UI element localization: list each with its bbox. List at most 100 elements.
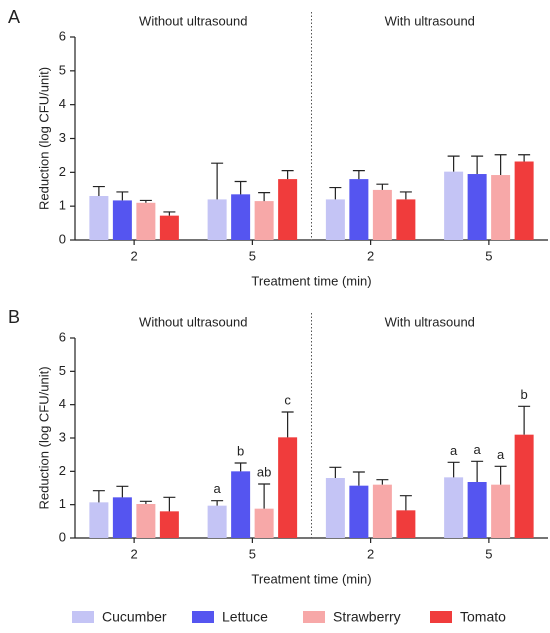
error-bar	[163, 211, 176, 216]
error-bar	[329, 466, 342, 478]
legend-swatch	[303, 611, 325, 623]
error-bar	[92, 185, 105, 197]
legend-label: Cucumber	[102, 609, 167, 625]
error-bar	[471, 155, 484, 175]
legend-label: Tomato	[460, 609, 506, 625]
x-axis-label: Treatment time (min)	[251, 273, 371, 288]
error-bar	[211, 162, 224, 200]
bar	[491, 175, 511, 240]
bar	[207, 199, 227, 240]
y-tick-label: 1	[59, 496, 66, 511]
significance-label: b	[521, 387, 528, 402]
error-bar	[329, 186, 342, 200]
bar	[254, 201, 274, 240]
legend-swatch	[192, 611, 214, 623]
panel-label: A	[8, 7, 20, 27]
bar	[136, 202, 156, 240]
bar	[325, 199, 345, 240]
significance-label: c	[284, 392, 291, 407]
error-bar	[494, 154, 507, 176]
bar	[231, 194, 251, 240]
significance-label: b	[237, 443, 244, 458]
x-axis-label: Treatment time (min)	[251, 571, 371, 586]
error-bar	[92, 490, 105, 503]
y-tick-label: 4	[59, 96, 66, 111]
bar	[396, 510, 416, 538]
y-tick-label: 6	[59, 28, 66, 43]
error-bar	[376, 183, 389, 190]
significance-label: a	[214, 481, 222, 496]
bar	[278, 179, 298, 240]
bar	[159, 511, 179, 538]
y-tick-label: 0	[59, 231, 66, 246]
bar	[444, 477, 464, 538]
significance-label: a	[474, 442, 482, 457]
bar	[325, 478, 345, 538]
error-bar	[139, 500, 152, 504]
bar	[467, 174, 487, 240]
bar	[396, 199, 416, 240]
error-bar	[399, 191, 412, 200]
error-bar	[518, 405, 531, 435]
x-tick-label: 5	[485, 546, 492, 561]
error-bar	[376, 479, 389, 485]
bar	[278, 437, 298, 538]
bar	[254, 508, 274, 538]
error-bar	[258, 192, 271, 202]
y-tick-label: 5	[59, 363, 66, 378]
bar	[514, 434, 534, 538]
bar	[491, 484, 511, 538]
y-tick-label: 1	[59, 198, 66, 213]
section-title: Without ultrasound	[139, 13, 247, 28]
significance-label: a	[450, 443, 458, 458]
legend-label: Strawberry	[333, 609, 401, 625]
bar	[112, 200, 132, 240]
y-tick-label: 0	[59, 529, 66, 544]
panel-label: B	[8, 307, 20, 327]
bar	[372, 484, 392, 538]
y-tick-label: 5	[59, 62, 66, 77]
error-bar	[471, 460, 484, 482]
x-tick-label: 2	[131, 546, 138, 561]
bar	[467, 482, 487, 538]
bar	[514, 161, 534, 240]
error-bar	[258, 483, 271, 509]
x-tick-label: 2	[367, 248, 374, 263]
significance-label: a	[497, 447, 505, 462]
bar	[112, 497, 132, 538]
bar	[159, 215, 179, 240]
error-bar	[163, 496, 176, 512]
bar	[231, 471, 251, 538]
y-tick-label: 2	[59, 164, 66, 179]
error-bar	[234, 462, 247, 472]
y-axis-label: Reduction (log CFU/unit)	[36, 67, 51, 210]
bar	[349, 179, 369, 240]
bar	[89, 196, 109, 240]
error-bar	[399, 495, 412, 511]
x-tick-label: 5	[485, 248, 492, 263]
bar	[372, 189, 392, 240]
legend-label: Lettuce	[222, 609, 268, 625]
significance-label: ab	[257, 464, 271, 479]
x-tick-label: 2	[367, 546, 374, 561]
y-tick-label: 3	[59, 429, 66, 444]
error-bar	[352, 170, 365, 180]
error-bar	[518, 154, 531, 162]
error-bar	[494, 465, 507, 485]
bar	[136, 504, 156, 538]
bar	[349, 485, 369, 538]
y-tick-label: 2	[59, 463, 66, 478]
error-bar	[234, 180, 247, 195]
x-tick-label: 2	[131, 248, 138, 263]
error-bar	[352, 471, 365, 486]
bar	[89, 502, 109, 538]
error-bar	[447, 461, 460, 478]
error-bar	[116, 191, 129, 201]
legend-swatch	[72, 611, 94, 623]
legend-swatch	[430, 611, 452, 623]
section-title: With ultrasound	[385, 13, 475, 28]
section-title: With ultrasound	[385, 314, 475, 329]
x-tick-label: 5	[249, 248, 256, 263]
error-bar	[139, 199, 152, 203]
